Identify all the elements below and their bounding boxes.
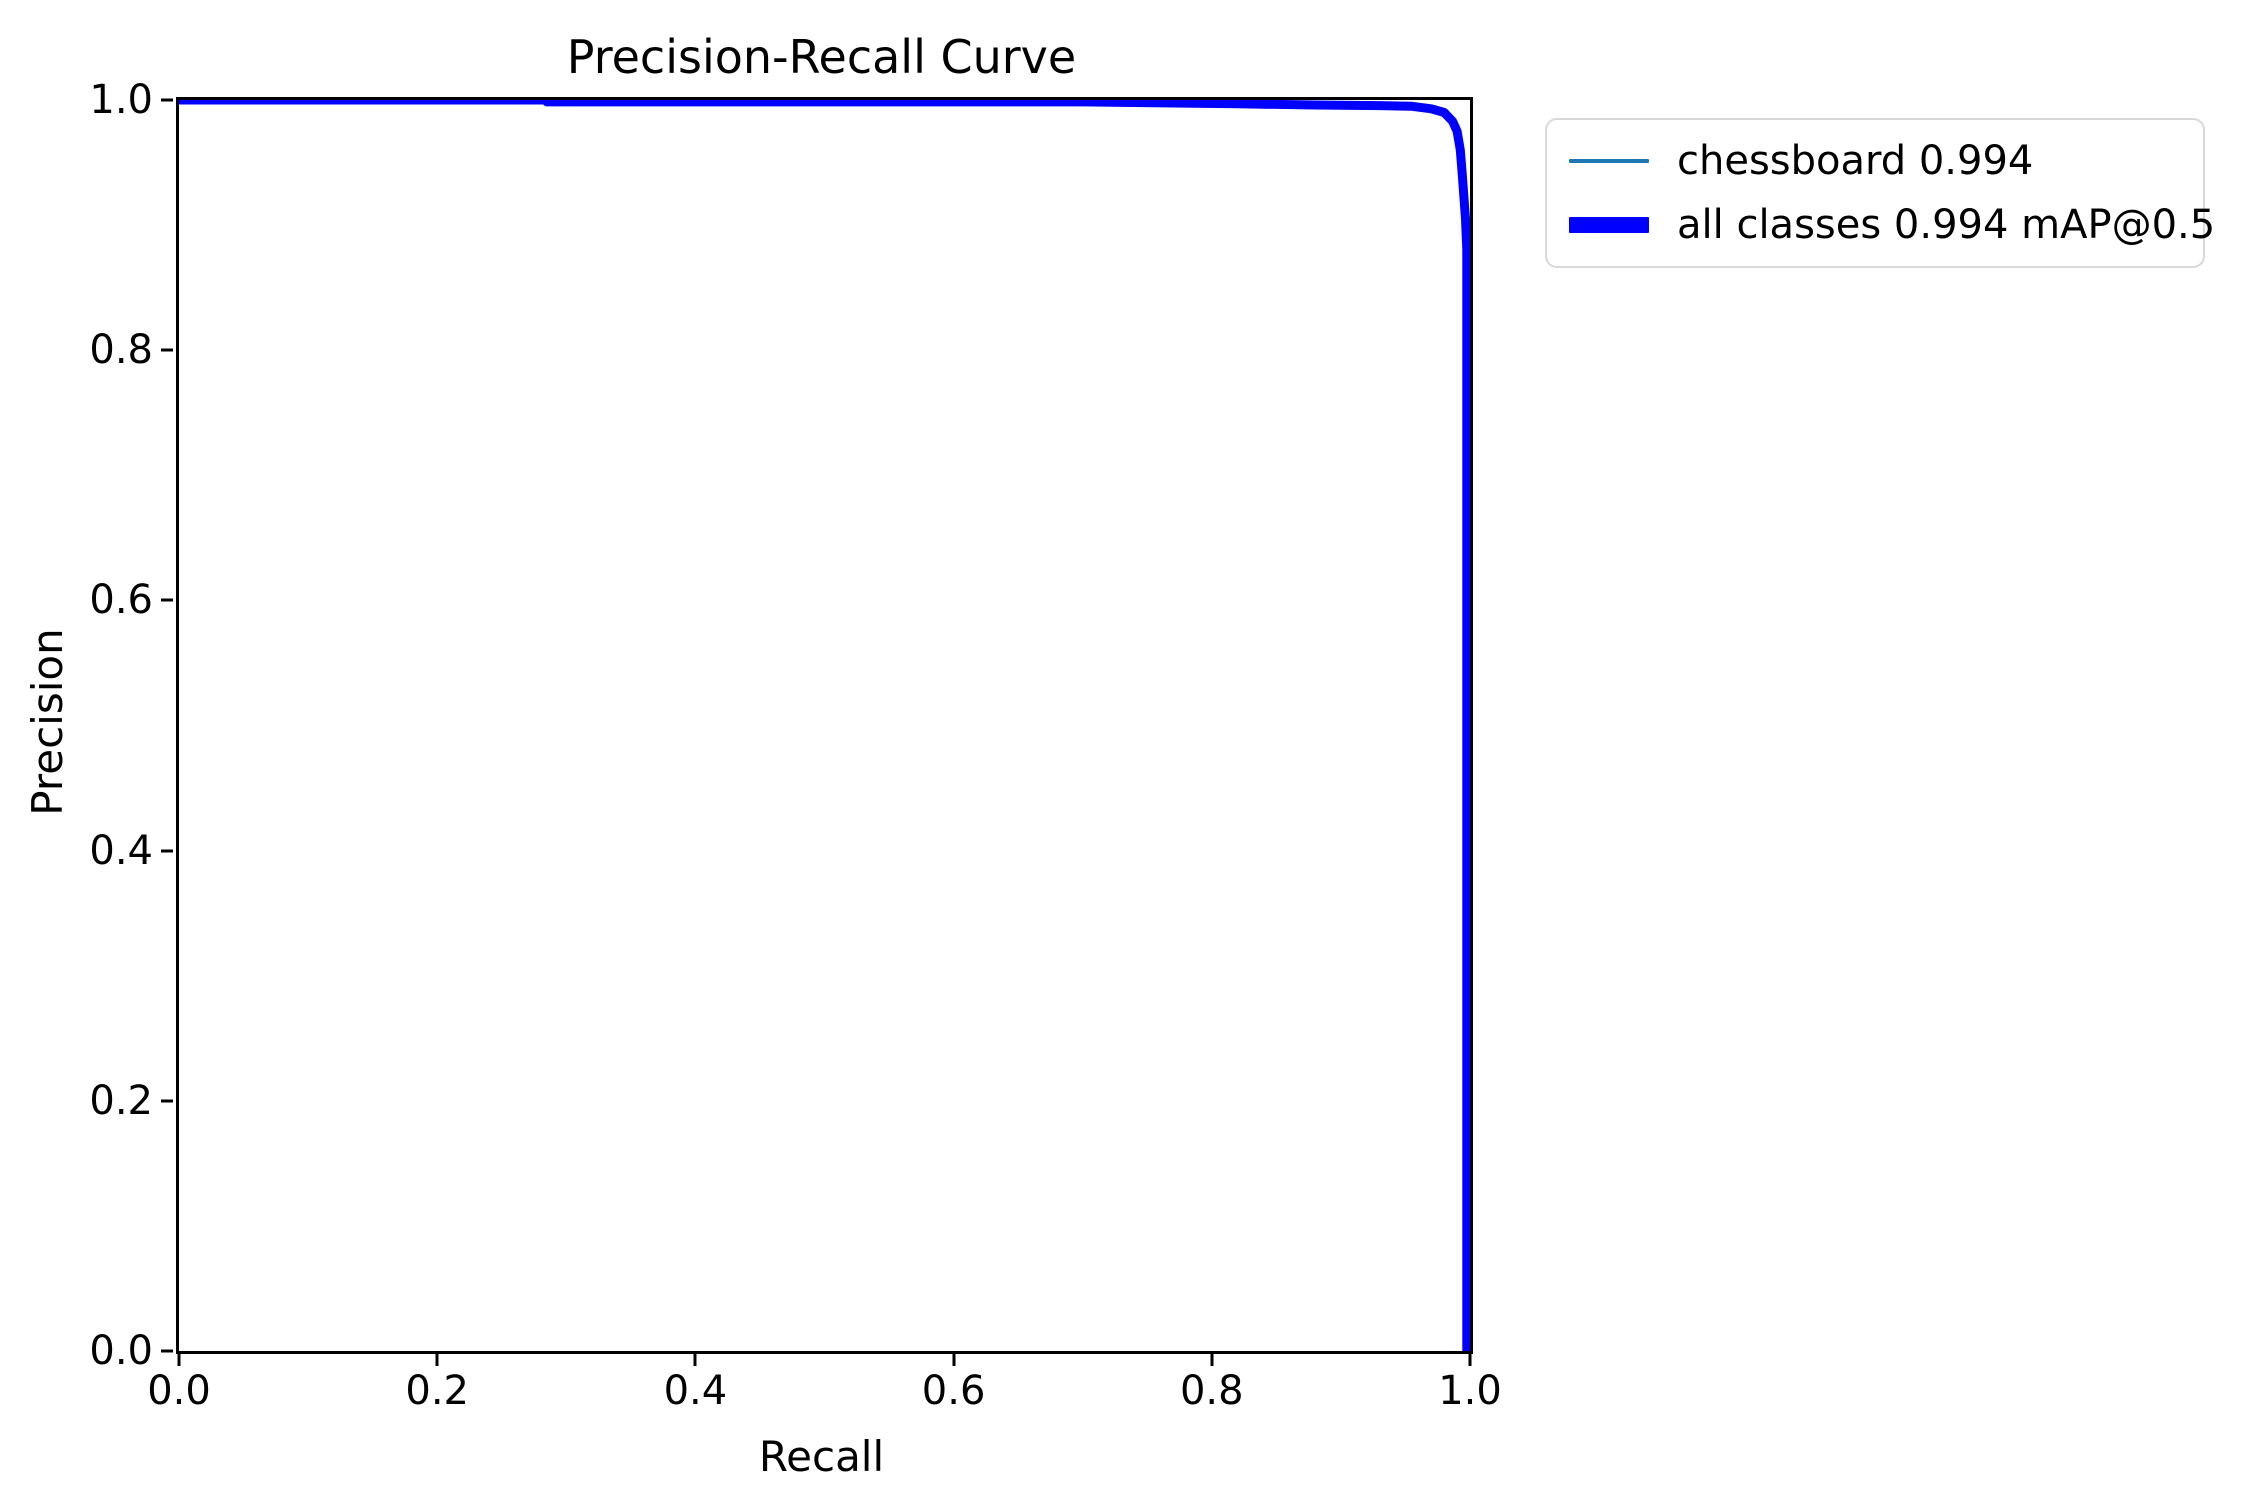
legend-line-sample: [1569, 217, 1649, 233]
x-tick-label: 0.4: [663, 1368, 728, 1414]
x-tick-label: 0.2: [405, 1368, 469, 1414]
pr-curve-canvas: [179, 100, 1470, 1351]
x-tick-mark: [1468, 1354, 1472, 1366]
y-tick-mark: [161, 849, 173, 853]
x-tick-mark: [177, 1354, 181, 1366]
y-tick-label: 0.0: [89, 1328, 153, 1374]
y-tick-mark: [161, 1099, 173, 1103]
y-axis-label: Precision: [23, 628, 72, 816]
series-line-all-classes: [179, 100, 1470, 1351]
x-tick-mark: [693, 1354, 697, 1366]
y-tick-mark: [161, 598, 173, 602]
y-tick-label: 0.8: [89, 327, 153, 374]
y-tick-label: 0.2: [89, 1077, 153, 1124]
x-tick-label: 0.0: [147, 1368, 211, 1414]
x-tick-label: 0.6: [921, 1368, 986, 1414]
series-line-chessboard: [179, 100, 1469, 1351]
y-tick-label: 0.4: [89, 827, 153, 874]
plot-area: 0.0 0.2 0.4 0.6 0.8 1.0 0.0 0.2 0.4 0.6 0.8 1.0: [89, 80, 1501, 1411]
legend-line-sample: [1569, 159, 1649, 163]
y-tick-label: 0.6: [89, 577, 153, 624]
x-tick-mark: [952, 1354, 956, 1366]
legend-entry: chessboard 0.994: [1569, 136, 2183, 186]
legend-label: all classes 0.994 mAP@0.5: [1677, 202, 2216, 248]
x-tick-mark: [1210, 1354, 1214, 1366]
x-axis-label: Recall: [758, 1432, 885, 1481]
y-tick-mark: [161, 348, 173, 352]
legend: chessboard 0.994 all classes 0.994 mAP@0.…: [1545, 118, 2215, 268]
y-tick-mark: [161, 1349, 173, 1353]
x-tick-mark: [435, 1354, 439, 1366]
legend-label: chessboard 0.994: [1677, 138, 2034, 184]
legend-entry: all classes 0.994 mAP@0.5: [1569, 200, 2215, 250]
chart-title: Precision-Recall Curve: [566, 30, 1077, 84]
x-tick-label: 1.0: [1438, 1368, 1502, 1414]
y-tick-label: 1.0: [89, 77, 153, 123]
y-tick-mark: [161, 98, 173, 102]
x-tick-label: 0.8: [1179, 1368, 1244, 1414]
